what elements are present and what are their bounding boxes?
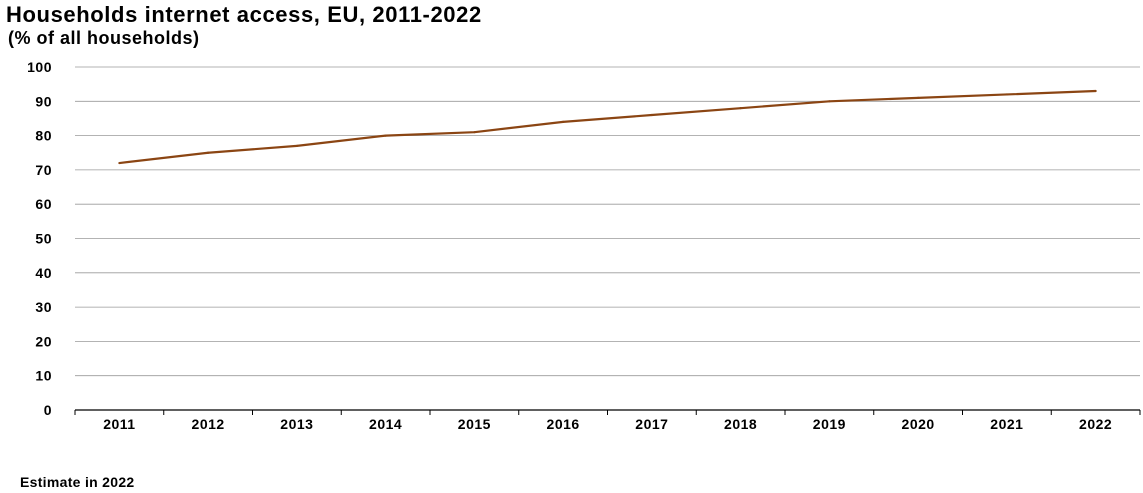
x-tick-label: 2014 [369,416,402,432]
data-point [917,96,920,99]
data-point [118,161,121,165]
y-tick-label: 10 [35,368,52,384]
x-tick-label: 2020 [902,416,935,432]
x-tick-label: 2015 [458,416,491,432]
x-axis-tick-labels: 2011 2012 2013 2014 2015 2016 2017 2018 2019 2020… [103,416,1112,432]
x-tick-label: 2022 [1079,416,1112,432]
x-axis [74,409,1141,415]
x-tick-label: 2019 [813,416,846,432]
data-point [295,144,298,147]
data-point [384,134,387,137]
x-tick-label: 2017 [635,416,668,432]
x-tick-label: 2013 [280,416,313,432]
y-tick-label: 40 [35,265,52,281]
x-tick-label: 2011 [103,416,135,432]
gridlines [75,66,1140,377]
data-point [207,151,210,154]
chart-subtitle: (% of all households) [8,28,200,48]
y-tick-label: 0 [44,402,52,418]
x-tick-label: 2016 [547,416,580,432]
footnote: Estimate in 2022 [20,474,135,490]
series-line [119,89,1096,165]
data-point [562,120,565,123]
data-point [650,113,653,117]
series-layer [118,89,1097,165]
y-tick-label: 60 [35,196,52,212]
y-tick-label: 100 [27,59,52,75]
y-tick-label: 80 [35,128,52,144]
y-tick-label: 50 [35,231,52,247]
x-tick-label: 2012 [192,416,225,432]
x-tick-label: 2018 [724,416,757,432]
y-tick-label: 30 [35,299,52,315]
x-tick-label: 2021 [990,416,1023,432]
data-point [1094,89,1097,93]
y-tick-label: 70 [35,162,52,178]
chart-title: Households internet access, EU, 2011-202… [6,2,482,27]
data-point [739,107,742,110]
y-axis-tick-labels: 0 10 20 30 40 50 60 70 80 90 100 [27,59,52,418]
y-tick-label: 90 [35,93,52,109]
y-tick-label: 20 [35,333,52,349]
data-point [473,131,476,134]
data-point [1005,93,1008,96]
data-point [828,100,831,103]
